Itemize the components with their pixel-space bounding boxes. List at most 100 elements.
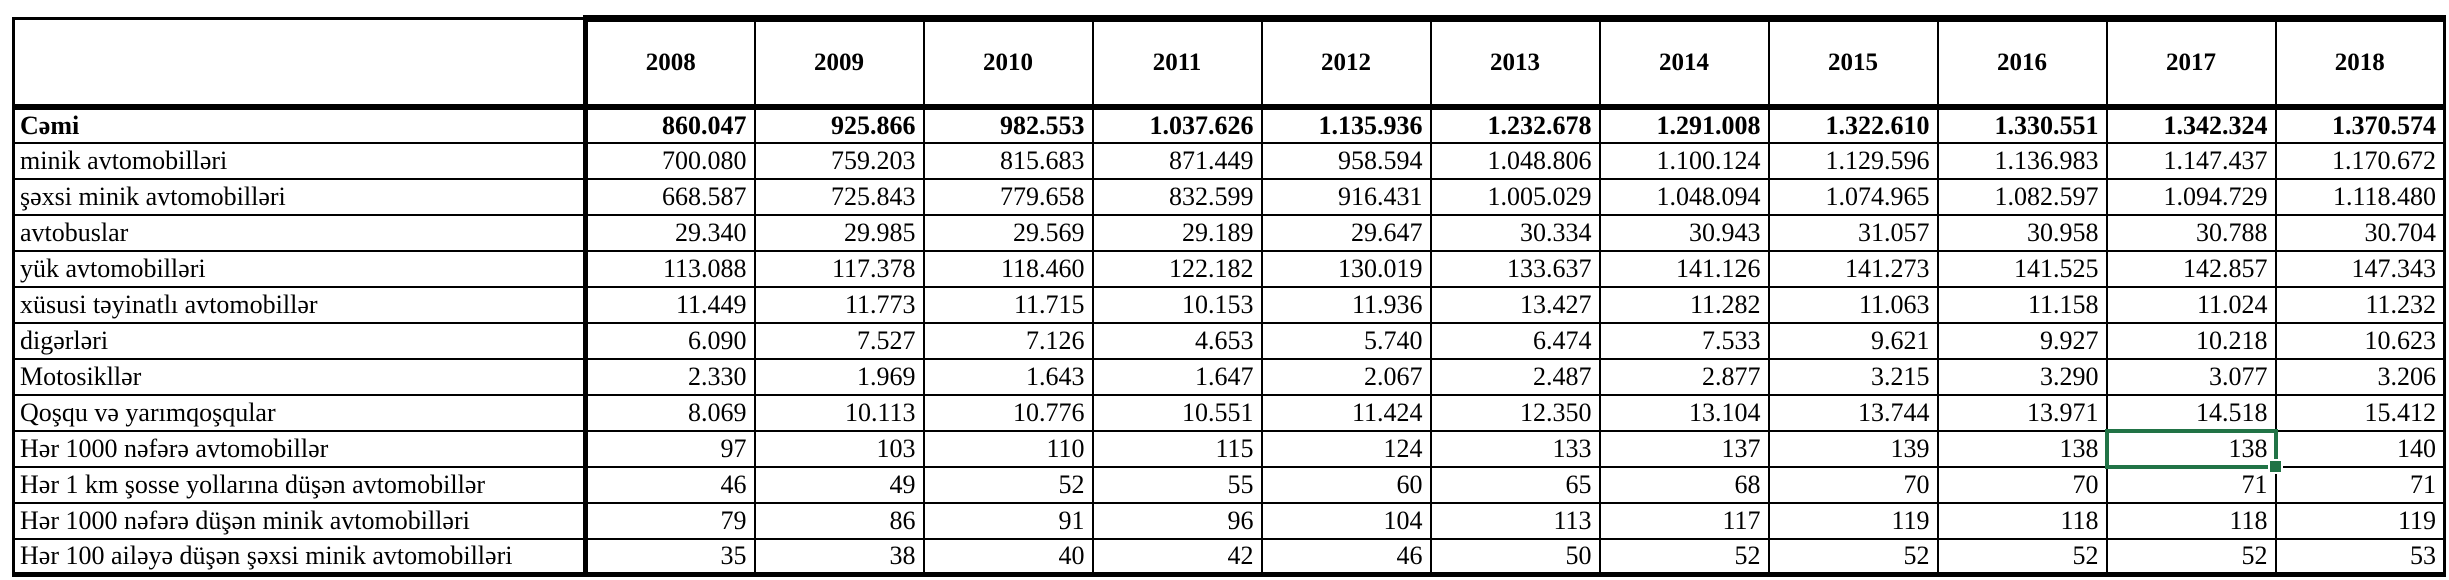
data-cell[interactable]: 1.969 xyxy=(753,357,925,396)
data-cell[interactable]: 1.037.626 xyxy=(1091,105,1263,144)
data-cell[interactable]: 1.330.551 xyxy=(1936,105,2108,144)
row-label-cell[interactable]: xüsusi təyinatlı avtomobillər xyxy=(12,285,588,324)
data-cell[interactable]: 9.621 xyxy=(1767,321,1939,360)
data-cell[interactable]: 2.067 xyxy=(1260,357,1432,396)
row-label-cell[interactable]: minik avtomobilləri xyxy=(12,141,588,180)
data-cell[interactable]: 29.340 xyxy=(584,213,756,252)
data-cell[interactable]: 117.378 xyxy=(753,249,925,288)
data-cell[interactable]: 30.943 xyxy=(1598,213,1770,252)
data-cell[interactable]: 11.282 xyxy=(1598,285,1770,324)
data-cell[interactable]: 71 xyxy=(2105,465,2277,504)
data-cell[interactable]: 46 xyxy=(584,465,756,504)
data-cell[interactable]: 1.094.729 xyxy=(2105,177,2277,216)
data-cell[interactable]: 11.158 xyxy=(1936,285,2108,324)
data-cell[interactable]: 11.715 xyxy=(922,285,1094,324)
data-cell[interactable]: 29.985 xyxy=(753,213,925,252)
data-cell[interactable]: 117 xyxy=(1598,501,1770,540)
data-cell[interactable]: 10.776 xyxy=(922,393,1094,432)
data-cell[interactable]: 46 xyxy=(1260,537,1432,577)
data-cell[interactable]: 11.449 xyxy=(584,285,756,324)
data-cell[interactable]: 140 xyxy=(2274,429,2446,468)
data-cell[interactable]: 11.063 xyxy=(1767,285,1939,324)
data-cell[interactable]: 10.623 xyxy=(2274,321,2446,360)
corner-cell[interactable] xyxy=(12,17,588,110)
data-cell[interactable]: 50 xyxy=(1429,537,1601,577)
data-cell[interactable]: 70 xyxy=(1936,465,2108,504)
row-label-cell[interactable]: avtobuslar xyxy=(12,213,588,252)
data-cell[interactable]: 42 xyxy=(1091,537,1263,577)
data-cell[interactable]: 15.412 xyxy=(2274,393,2446,432)
data-cell[interactable]: 35 xyxy=(584,537,756,577)
data-cell[interactable]: 10.113 xyxy=(753,393,925,432)
data-cell[interactable]: 1.342.324 xyxy=(2105,105,2277,144)
data-cell[interactable]: 91 xyxy=(922,501,1094,540)
data-cell[interactable]: 13.104 xyxy=(1598,393,1770,432)
data-cell[interactable]: 3.290 xyxy=(1936,357,2108,396)
row-label-cell[interactable]: digərləri xyxy=(12,321,588,360)
data-cell[interactable]: 96 xyxy=(1091,501,1263,540)
data-cell[interactable]: 1.048.094 xyxy=(1598,177,1770,216)
row-label-cell[interactable]: Hər 1000 nəfərə düşən minik avtomobillər… xyxy=(12,501,588,540)
data-cell[interactable]: 141.525 xyxy=(1936,249,2108,288)
data-cell[interactable]: 115 xyxy=(1091,429,1263,468)
data-cell[interactable]: 97 xyxy=(584,429,756,468)
data-cell[interactable]: 7.126 xyxy=(922,321,1094,360)
data-cell[interactable]: 11.232 xyxy=(2274,285,2446,324)
data-cell[interactable]: 2.877 xyxy=(1598,357,1770,396)
year-header[interactable]: 2013 xyxy=(1429,15,1601,110)
data-cell[interactable]: 13.744 xyxy=(1767,393,1939,432)
data-cell[interactable]: 7.533 xyxy=(1598,321,1770,360)
data-cell[interactable]: 10.153 xyxy=(1091,285,1263,324)
data-cell[interactable]: 104 xyxy=(1260,501,1432,540)
data-cell[interactable]: 10.218 xyxy=(2105,321,2277,360)
data-cell[interactable]: 30.958 xyxy=(1936,213,2108,252)
data-cell[interactable]: 49 xyxy=(753,465,925,504)
data-cell[interactable]: 10.551 xyxy=(1091,393,1263,432)
data-cell[interactable]: 1.322.610 xyxy=(1767,105,1939,144)
data-cell[interactable]: 725.843 xyxy=(753,177,925,216)
year-header[interactable]: 2014 xyxy=(1598,15,1770,110)
data-cell[interactable]: 3.077 xyxy=(2105,357,2277,396)
year-header[interactable]: 2008 xyxy=(584,15,756,110)
data-cell[interactable]: 141.126 xyxy=(1598,249,1770,288)
data-cell[interactable]: 779.658 xyxy=(922,177,1094,216)
data-cell[interactable]: 9.927 xyxy=(1936,321,2108,360)
data-cell[interactable]: 118 xyxy=(2105,501,2277,540)
data-cell[interactable]: 1.118.480 xyxy=(2274,177,2446,216)
year-header[interactable]: 2018 xyxy=(2274,15,2446,110)
data-cell[interactable]: 52 xyxy=(2105,537,2277,577)
data-cell[interactable]: 118 xyxy=(1936,501,2108,540)
data-cell[interactable]: 141.273 xyxy=(1767,249,1939,288)
data-cell[interactable]: 759.203 xyxy=(753,141,925,180)
data-cell[interactable]: 668.587 xyxy=(584,177,756,216)
data-cell[interactable]: 1.135.936 xyxy=(1260,105,1432,144)
data-cell[interactable]: 6.090 xyxy=(584,321,756,360)
data-cell[interactable]: 138 xyxy=(1936,429,2108,468)
fill-handle[interactable] xyxy=(2267,458,2283,474)
data-cell[interactable]: 3.215 xyxy=(1767,357,1939,396)
data-cell[interactable]: 4.653 xyxy=(1091,321,1263,360)
data-cell[interactable]: 11.936 xyxy=(1260,285,1432,324)
data-cell[interactable]: 55 xyxy=(1091,465,1263,504)
data-cell[interactable]: 1.082.597 xyxy=(1936,177,2108,216)
data-cell[interactable]: 137 xyxy=(1598,429,1770,468)
row-label-cell[interactable]: Hər 1000 nəfərə avtomobillər xyxy=(12,429,588,468)
row-label-cell[interactable]: Hər 100 ailəyə düşən şəxsi minik avtomob… xyxy=(12,537,588,577)
data-cell[interactable]: 13.427 xyxy=(1429,285,1601,324)
data-cell[interactable]: 122.182 xyxy=(1091,249,1263,288)
data-cell[interactable]: 65 xyxy=(1429,465,1601,504)
data-cell[interactable]: 860.047 xyxy=(584,105,756,144)
year-header[interactable]: 2009 xyxy=(753,15,925,110)
row-label-cell[interactable]: Hər 1 km şosse yollarına düşən avtomobil… xyxy=(12,465,588,504)
data-cell[interactable]: 139 xyxy=(1767,429,1939,468)
year-header[interactable]: 2017 xyxy=(2105,15,2277,110)
data-cell[interactable]: 52 xyxy=(1936,537,2108,577)
row-label-cell[interactable]: Cəmi xyxy=(12,105,588,144)
data-cell[interactable]: 124 xyxy=(1260,429,1432,468)
data-cell[interactable]: 86 xyxy=(753,501,925,540)
data-cell[interactable]: 3.206 xyxy=(2274,357,2446,396)
data-cell[interactable]: 14.518 xyxy=(2105,393,2277,432)
data-cell[interactable]: 118.460 xyxy=(922,249,1094,288)
data-cell[interactable]: 103 xyxy=(753,429,925,468)
data-cell[interactable]: 1.048.806 xyxy=(1429,141,1601,180)
